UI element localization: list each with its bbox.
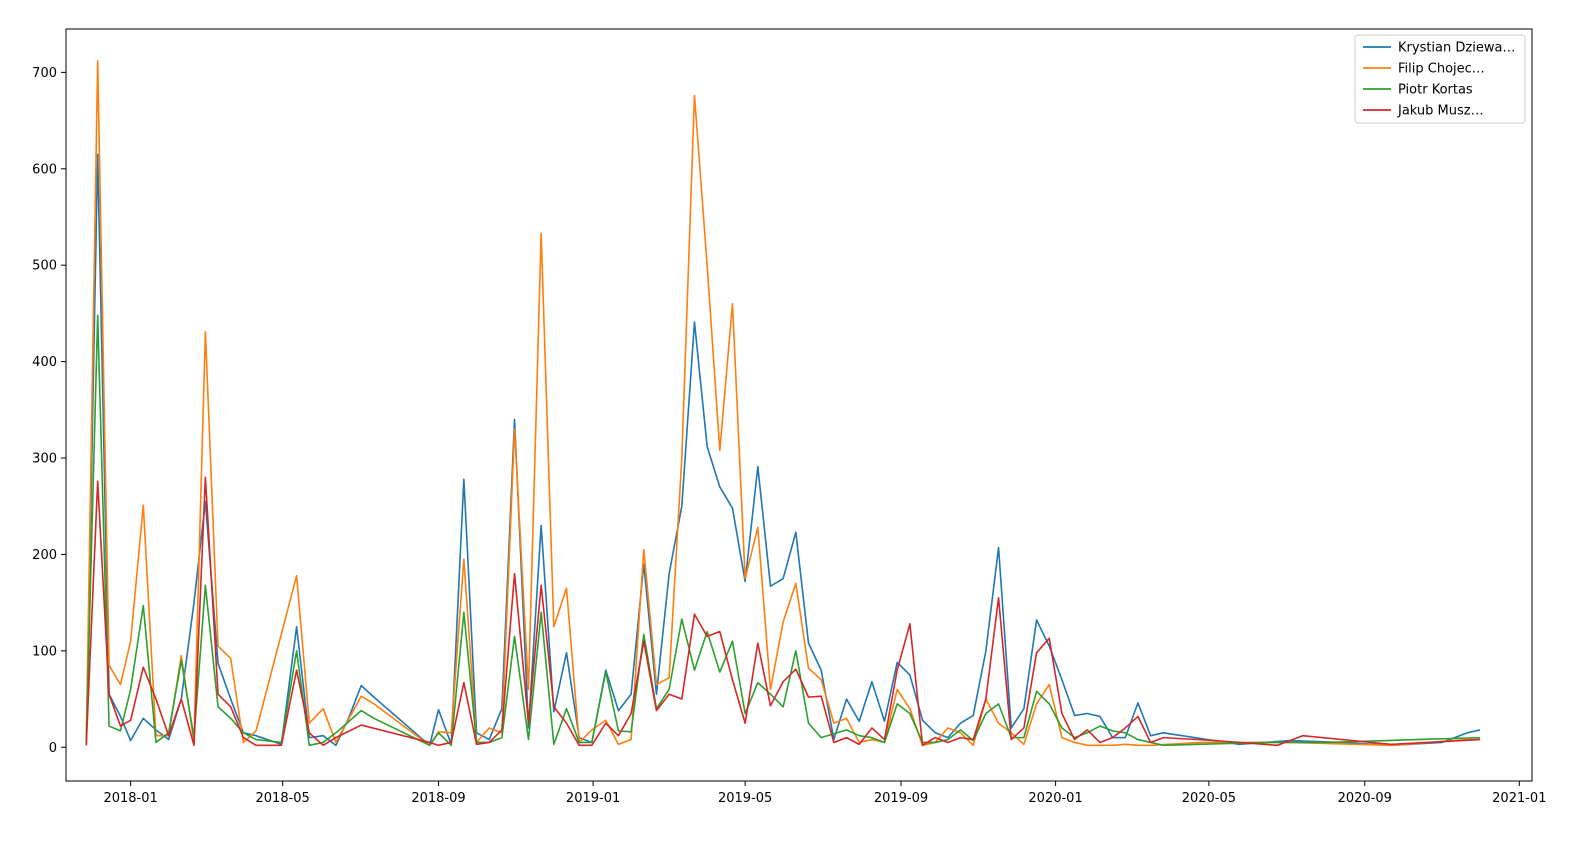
series-layer: [85, 60, 1481, 747]
y-tick-label: 700: [32, 66, 57, 81]
x-tick-label: 2018-01: [103, 791, 157, 806]
x-tick-label: 2021-01: [1492, 791, 1546, 806]
plot-frame: [65, 28, 1533, 782]
y-tick-label: 0: [49, 741, 57, 756]
x-tick-label: 2019-09: [874, 791, 928, 806]
y-tick-label: 200: [32, 548, 57, 563]
legend-box: [1354, 34, 1526, 124]
x-axis: 2018-01 2018-05 2018-09 2019-01 2019-05 2019-…: [103, 781, 1546, 806]
series-line-2: [85, 60, 1481, 747]
x-tick-label: 2020-01: [1028, 791, 1082, 806]
x-tick-label: 2018-05: [256, 791, 310, 806]
legend-label-2: Filip Chojec…: [1398, 62, 1485, 77]
y-tick-label: 600: [32, 162, 57, 177]
y-tick-label: 300: [32, 452, 57, 467]
legend: Krystian Dziewa… Filip Chojec… Piotr Korta…: [1354, 34, 1526, 124]
x-tick-label: 2018-09: [411, 791, 465, 806]
legend-label-4: Jakub Musz…: [1397, 104, 1484, 119]
legend-label-3: Piotr Kortas: [1398, 83, 1473, 98]
x-tick-label: 2019-05: [718, 791, 772, 806]
y-axis: 0 100 200 300 400 500 600 700: [32, 66, 66, 756]
legend-label-1: Krystian Dziewa…: [1398, 41, 1515, 56]
series-line-3: [85, 314, 1481, 747]
series-line-4: [85, 476, 1481, 747]
y-tick-label: 500: [32, 259, 57, 274]
y-tick-label: 100: [32, 644, 57, 659]
x-tick-label: 2019-01: [566, 791, 620, 806]
y-tick-label: 400: [32, 355, 57, 370]
x-tick-label: 2020-09: [1338, 791, 1392, 806]
x-tick-label: 2020-05: [1182, 791, 1236, 806]
